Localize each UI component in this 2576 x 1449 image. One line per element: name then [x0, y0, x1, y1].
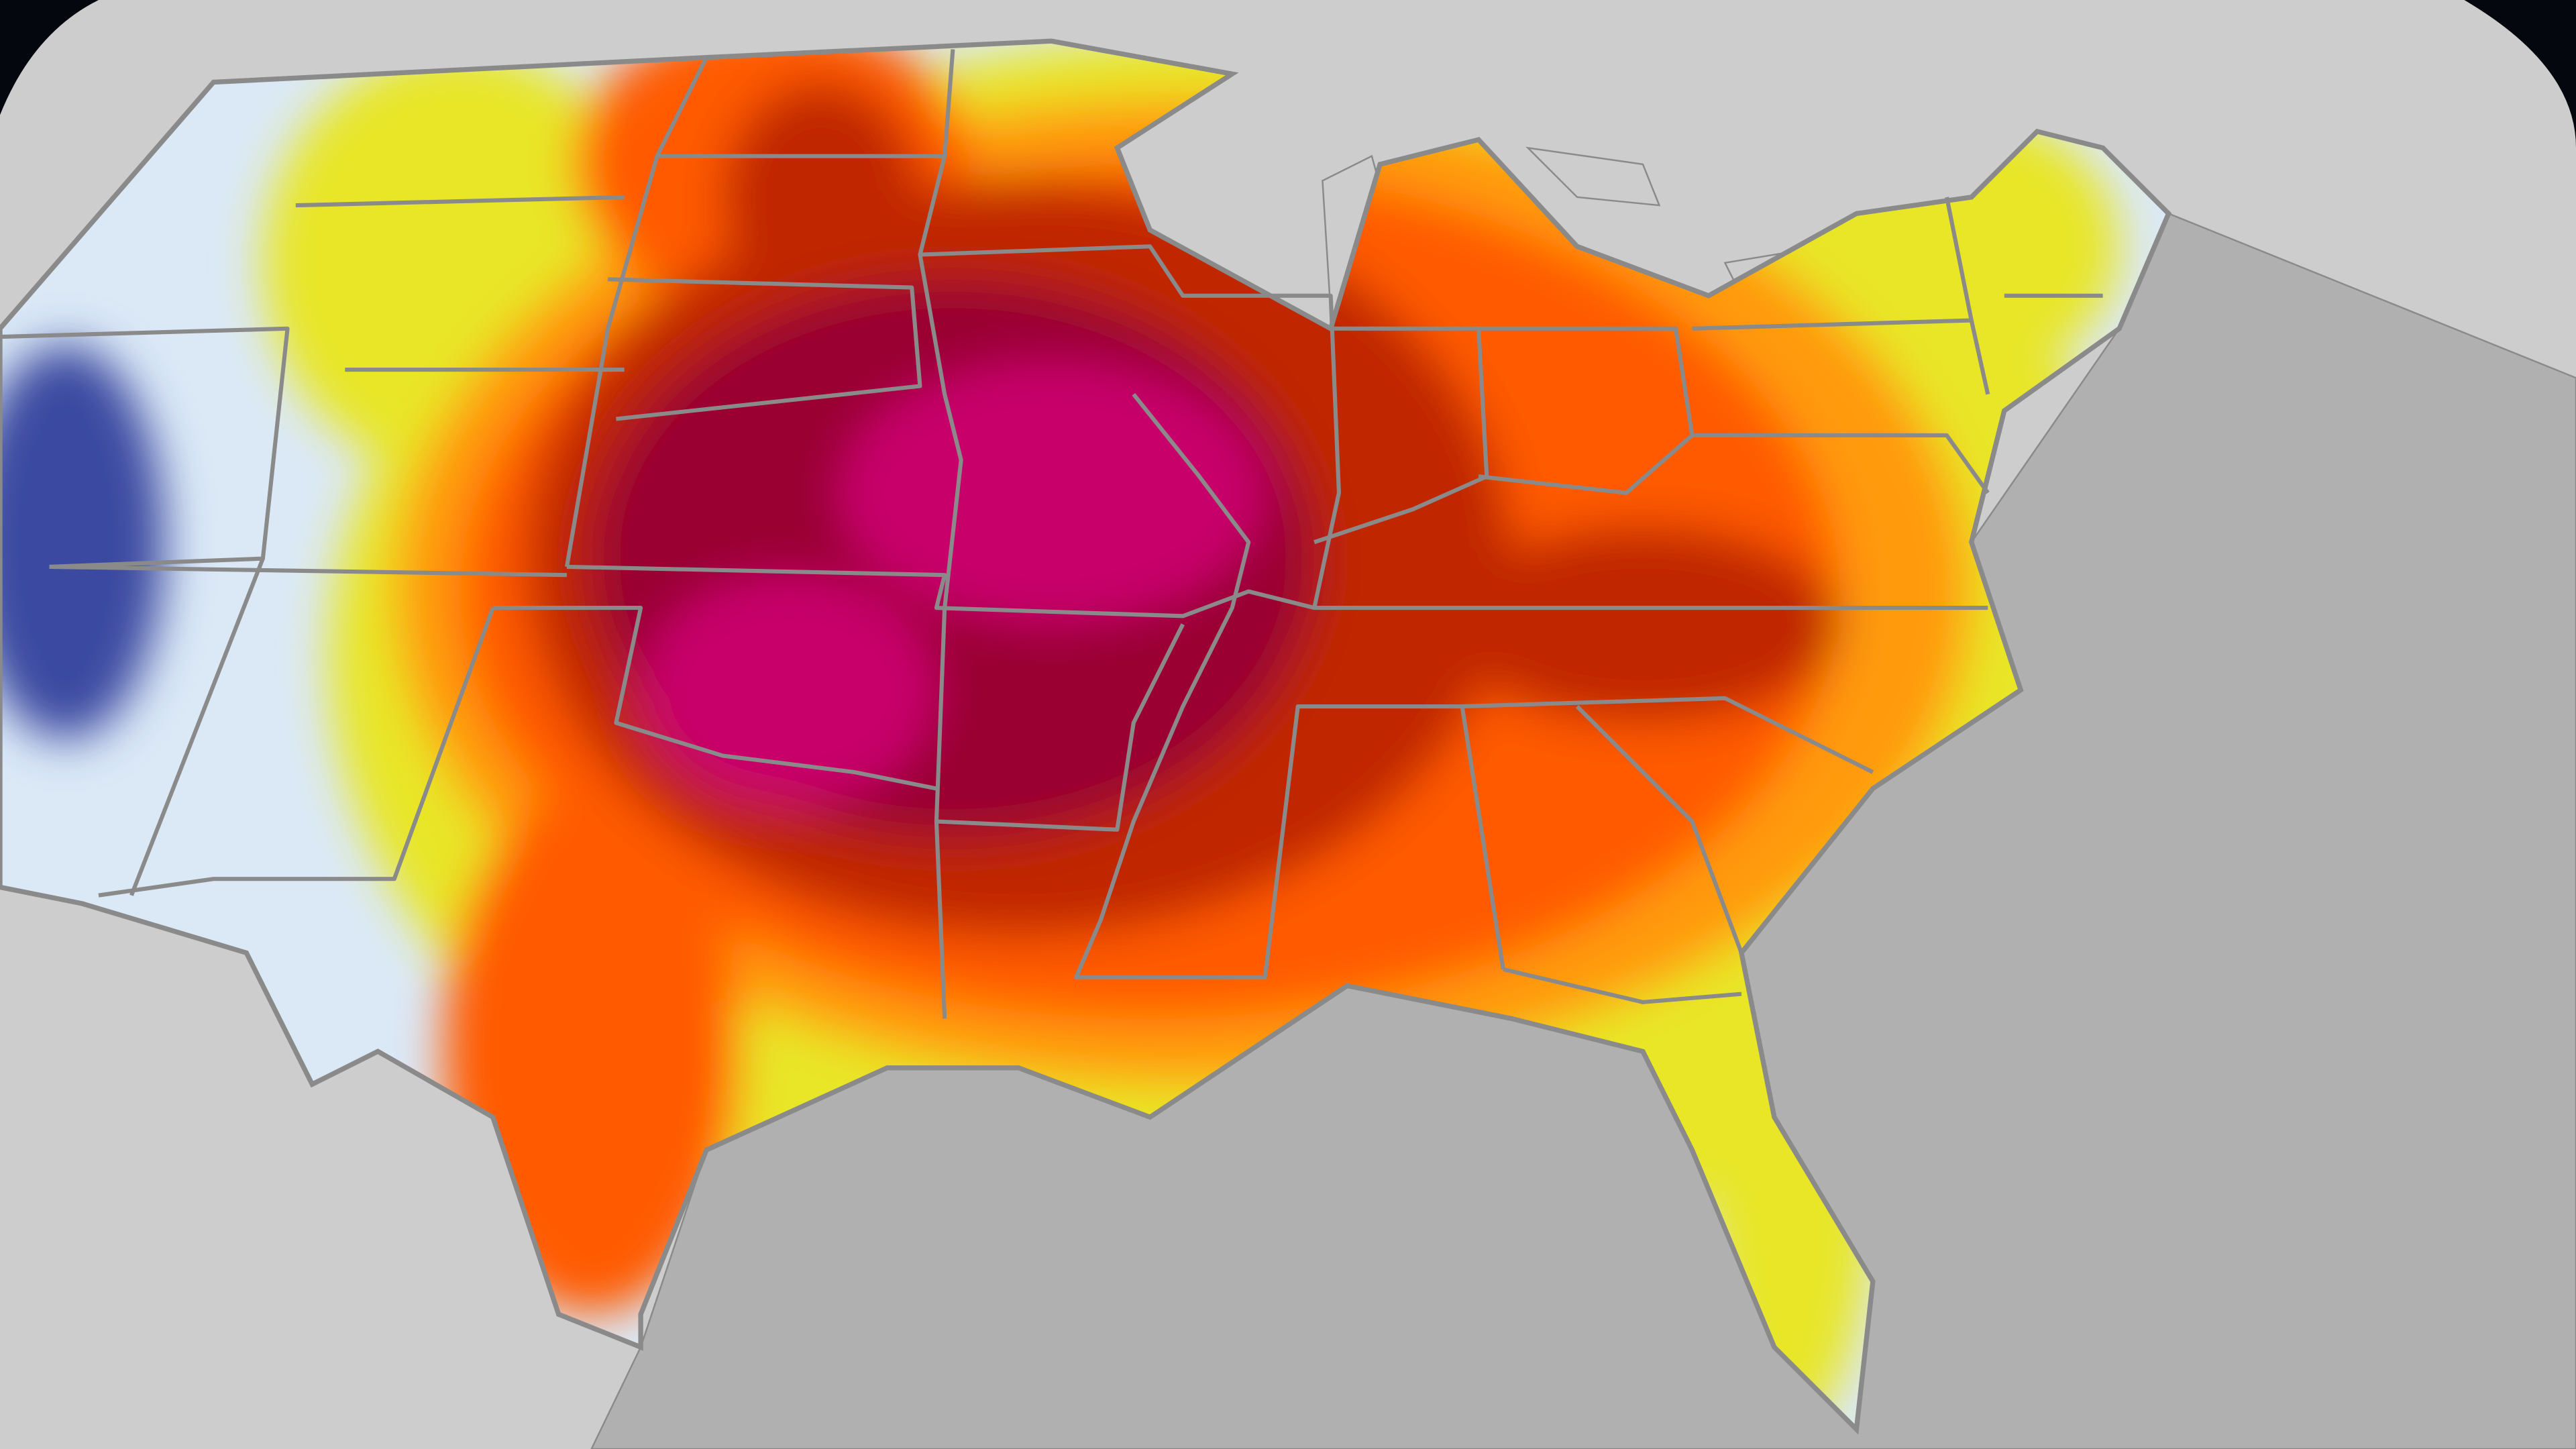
peak-temperature-zone — [641, 575, 936, 805]
cold-temperature-zone — [0, 345, 164, 740]
very-temperature-zone — [1446, 525, 1840, 723]
very-temperature-zone — [722, 82, 920, 313]
hotter-temperature-zone — [443, 788, 740, 1315]
peak-temperature-zone — [837, 361, 1265, 625]
